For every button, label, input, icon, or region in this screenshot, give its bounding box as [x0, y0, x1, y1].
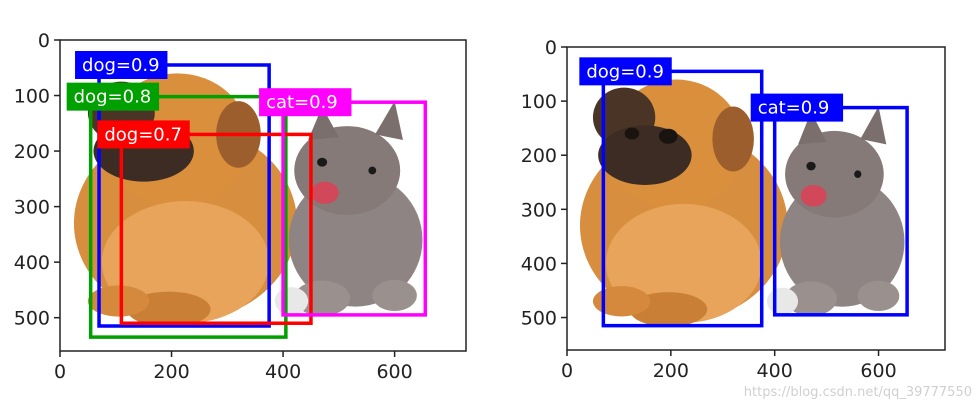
x-tick-label: 0 — [54, 361, 66, 383]
bounding-box — [88, 94, 288, 339]
y-tick-label: 100 — [14, 86, 50, 108]
bounding-box — [601, 69, 764, 328]
x-tick-label: 600 — [860, 360, 896, 382]
x-tick-label: 400 — [265, 361, 301, 383]
x-tick-label: 600 — [376, 361, 412, 383]
box-label-bg — [259, 88, 352, 117]
y-tick-label: 0 — [545, 37, 557, 59]
x-tick-label: 0 — [561, 360, 573, 382]
box-label-bg — [97, 120, 190, 149]
watermark: https://blog.csdn.net/qq_39777550 — [744, 385, 972, 400]
y-tick-label: 300 — [14, 197, 50, 219]
box-label: dog=0.9 — [82, 55, 160, 76]
y-tick-label: 500 — [14, 308, 50, 330]
y-tick-label: 100 — [521, 91, 557, 113]
box-label: dog=0.8 — [74, 87, 152, 108]
box-label-bg — [750, 93, 844, 122]
bounding-box — [119, 132, 313, 325]
y-tick-label: 200 — [14, 141, 50, 163]
y-tick-label: 500 — [521, 308, 557, 330]
left-panel: 0 200 400 600 0 100 200 300 400 500 dog=0.9 dog=0.8… — [14, 30, 467, 383]
x-tick-label: 200 — [153, 361, 189, 383]
box-label: dog=0.9 — [586, 61, 664, 82]
y-tick-label: 200 — [521, 145, 557, 167]
y-tick-label: 0 — [38, 30, 50, 52]
y-tick-label: 400 — [14, 252, 50, 274]
box-label: dog=0.7 — [104, 124, 182, 145]
y-tick-label: 400 — [521, 253, 557, 275]
box-label: cat=0.9 — [758, 98, 830, 119]
x-tick-label: 200 — [653, 360, 689, 382]
right-panel: 0 200 400 600 0 100 200 300 400 500 dog=0.9 cat=0.9 — [521, 37, 946, 382]
dog-and-cat-photo — [567, 47, 945, 350]
axes-frame — [59, 39, 467, 352]
bounding-box — [281, 100, 428, 317]
box-label: cat=0.9 — [266, 92, 338, 113]
axes-frame — [566, 46, 946, 351]
x-tick-label: 400 — [757, 360, 793, 382]
box-label-bg — [579, 57, 672, 86]
y-tick-label: 300 — [521, 199, 557, 221]
box-label-bg — [75, 50, 168, 79]
box-label-bg — [66, 82, 160, 111]
bounding-box — [97, 63, 271, 328]
